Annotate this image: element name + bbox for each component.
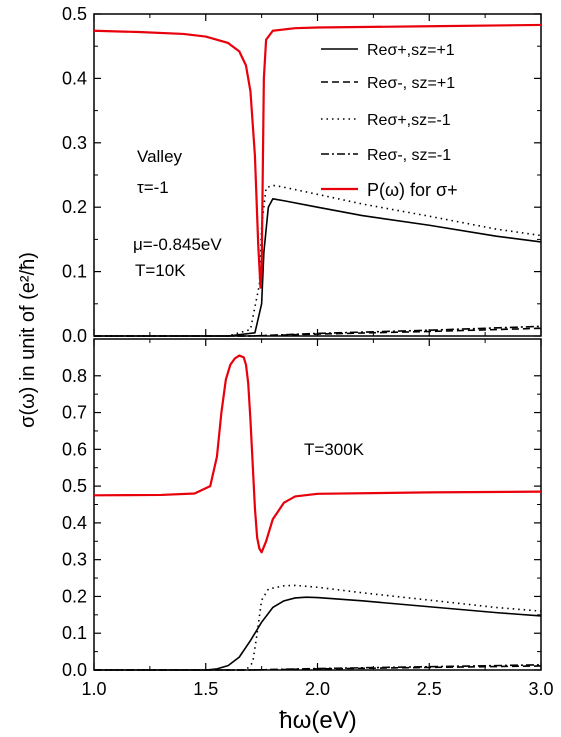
annotation-temp-top: T=10K bbox=[135, 261, 186, 280]
series-line-bottom-dotted bbox=[94, 584, 542, 671]
annotation-valley: Valley bbox=[137, 147, 183, 166]
y-axis-title: σ(ω) in unit of (e²/ħ) bbox=[17, 252, 39, 428]
y-tick-label: 0.5 bbox=[62, 476, 87, 496]
y-tick-label: 0.4 bbox=[62, 68, 87, 88]
y-tick-label: 0.3 bbox=[62, 133, 87, 153]
series-line-bottom-dashdot bbox=[94, 664, 542, 671]
series-line-bottom-solid bbox=[94, 596, 542, 671]
y-tick-label: 0.4 bbox=[62, 513, 87, 533]
y-tick-label: 0.0 bbox=[62, 326, 87, 346]
x-tick-label: 1.0 bbox=[81, 679, 106, 699]
y-tick-label: 0.8 bbox=[62, 366, 87, 386]
y-tick-label: 0.1 bbox=[62, 262, 87, 282]
y-tick-label: 0.2 bbox=[62, 586, 87, 606]
annotation-mu: μ=-0.845eV bbox=[133, 235, 222, 254]
x-tick-label: 2.5 bbox=[417, 679, 442, 699]
x-tick-label: 3.0 bbox=[528, 679, 553, 699]
x-tick-label: 2.0 bbox=[305, 679, 330, 699]
annotation-tau: τ=-1 bbox=[137, 178, 169, 197]
top-panel-frame bbox=[93, 13, 542, 337]
legend-label-4: Reσ-, sz=-1 bbox=[367, 147, 451, 164]
legend-label-1: Reσ+,sz=+1 bbox=[367, 42, 455, 59]
y-tick-label: 0.3 bbox=[62, 550, 87, 570]
y-tick-label: 0.5 bbox=[62, 4, 87, 24]
series-line-top-dashed bbox=[94, 327, 542, 337]
annotation-temp-bottom: T=300K bbox=[304, 440, 365, 459]
series-line-bottom-dashed bbox=[94, 665, 542, 671]
series-line-top-solid bbox=[94, 198, 542, 337]
y-tick-label: 0.7 bbox=[62, 403, 87, 423]
series-line-bottom-solid-polarization bbox=[93, 354, 542, 554]
legend-label-2: Reσ-, sz=+1 bbox=[367, 75, 455, 92]
y-tick-label: 0.2 bbox=[62, 197, 87, 217]
series-line-top-dashdot bbox=[94, 325, 542, 337]
legend-label-3: Reσ+,sz=-1 bbox=[367, 112, 451, 129]
y-tick-label: 0.1 bbox=[62, 623, 87, 643]
x-axis-title: ħω(eV) bbox=[279, 707, 356, 734]
legend-label-5: P(ω) for σ+ bbox=[367, 180, 458, 200]
x-tick-label: 1.5 bbox=[193, 679, 218, 699]
legend: Reσ+,sz=+1 Reσ-, sz=+1 Reσ+,sz=-1 Reσ-, … bbox=[321, 42, 458, 200]
y-tick-label: 0.0 bbox=[62, 660, 87, 680]
bottom-panel-frame bbox=[93, 338, 542, 671]
series-line-top-solid-polarization bbox=[93, 23, 542, 289]
y-tick-label: 0.6 bbox=[62, 439, 87, 459]
